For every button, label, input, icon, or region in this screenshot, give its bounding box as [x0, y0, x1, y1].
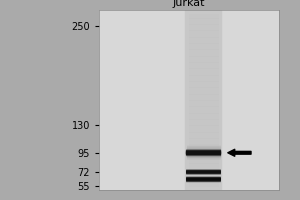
Title: Jurkat: Jurkat: [173, 0, 205, 8]
Bar: [185, 10, 221, 190]
